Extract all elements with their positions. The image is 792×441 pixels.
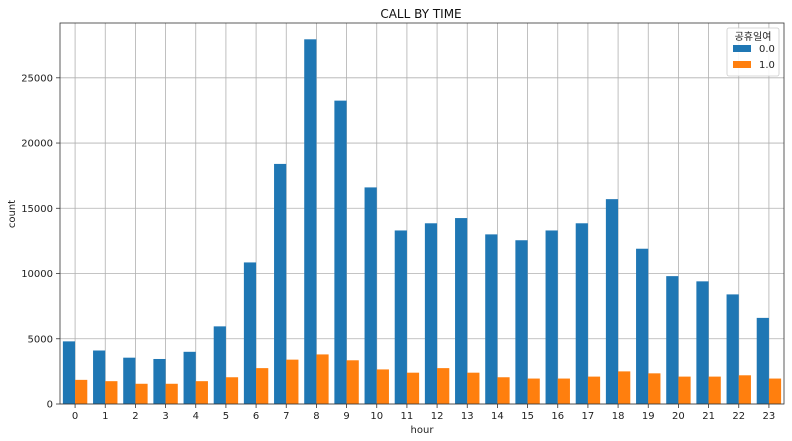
bar-series-1 bbox=[165, 383, 178, 404]
x-tick-label: 20 bbox=[672, 411, 685, 422]
bar-series-0 bbox=[726, 294, 739, 404]
x-tick-label: 5 bbox=[223, 411, 229, 422]
bar-series-1 bbox=[135, 383, 148, 404]
bar-series-1 bbox=[316, 354, 329, 404]
bar-series-0 bbox=[455, 218, 468, 404]
bar-series-1 bbox=[768, 378, 782, 404]
y-tick-label: 20000 bbox=[21, 139, 53, 150]
bar-series-1 bbox=[557, 378, 570, 404]
x-tick-label: 15 bbox=[521, 411, 534, 422]
bar-series-0 bbox=[636, 248, 649, 404]
x-tick-label: 0 bbox=[72, 411, 78, 422]
x-tick-label: 3 bbox=[162, 411, 168, 422]
bar-series-1 bbox=[376, 369, 389, 404]
x-tick-label: 11 bbox=[401, 411, 414, 422]
bar-series-0 bbox=[605, 199, 619, 404]
legend-label-0: 0.0 bbox=[759, 44, 775, 55]
x-tick-label: 17 bbox=[582, 411, 595, 422]
bar-series-1 bbox=[195, 381, 208, 404]
bar-series-1 bbox=[497, 377, 510, 404]
x-tick-label: 4 bbox=[193, 411, 199, 422]
x-tick-label: 2 bbox=[132, 411, 138, 422]
bar-series-1 bbox=[648, 373, 661, 404]
plot-area bbox=[60, 23, 784, 404]
bar-series-0 bbox=[334, 100, 347, 404]
bar-series-0 bbox=[515, 240, 528, 404]
x-tick-label: 10 bbox=[370, 411, 383, 422]
bar-series-0 bbox=[183, 351, 196, 404]
bars bbox=[62, 39, 782, 404]
bar-series-1 bbox=[105, 381, 118, 404]
bar-series-0 bbox=[243, 262, 257, 404]
bar-series-0 bbox=[274, 163, 287, 404]
x-tick-label: 12 bbox=[431, 411, 444, 422]
bar-series-1 bbox=[437, 368, 450, 404]
legend-title: 공휴일여 bbox=[735, 31, 772, 43]
plot-frame bbox=[59, 22, 785, 405]
x-tick-label: 16 bbox=[551, 411, 564, 422]
bar-series-1 bbox=[738, 375, 751, 404]
y-axis-label: count bbox=[7, 200, 18, 228]
bar-series-0 bbox=[213, 326, 226, 404]
bar-series-0 bbox=[756, 317, 769, 404]
bar-series-1 bbox=[467, 372, 480, 404]
bar-series-1 bbox=[527, 378, 540, 404]
legend-swatch-1 bbox=[733, 61, 751, 68]
y-tick-label: 0 bbox=[47, 400, 53, 411]
bar-series-0 bbox=[153, 358, 166, 404]
x-axis-label: hour bbox=[411, 425, 435, 436]
x-tick-label: 13 bbox=[461, 411, 474, 422]
x-tick-label: 22 bbox=[732, 411, 745, 422]
x-tick-label: 7 bbox=[283, 411, 289, 422]
legend-label-1: 1.0 bbox=[759, 60, 775, 71]
y-ticks: 0 5000 10000 15000 20000 25000 bbox=[21, 73, 60, 411]
x-tick-label: 6 bbox=[253, 411, 259, 422]
bar-series-1 bbox=[406, 372, 420, 404]
bar-series-0 bbox=[545, 230, 558, 404]
bar-series-0 bbox=[304, 39, 317, 404]
y-tick-label: 15000 bbox=[21, 204, 53, 215]
x-tick-label: 23 bbox=[763, 411, 776, 422]
bar-series-0 bbox=[575, 223, 588, 404]
x-tick-label: 14 bbox=[491, 411, 504, 422]
legend: 공휴일여 0.0 1.0 bbox=[726, 27, 780, 77]
bar-series-1 bbox=[256, 368, 269, 404]
bar-series-0 bbox=[424, 223, 438, 404]
y-tick-label: 25000 bbox=[21, 73, 53, 84]
bar-series-0 bbox=[485, 234, 498, 404]
x-ticks: 0 1 2 3 4 5 6 7 8 9 10 11 12 13 14 15 16 17 18 19 20 21 22 23 bbox=[72, 404, 775, 422]
bar-series-0 bbox=[123, 357, 136, 404]
bar-series-1 bbox=[587, 376, 601, 404]
x-tick-label: 1 bbox=[102, 411, 108, 422]
bar-series-1 bbox=[678, 376, 691, 404]
x-tick-label: 19 bbox=[642, 411, 655, 422]
bar-series-1 bbox=[75, 379, 88, 404]
bar-series-0 bbox=[696, 281, 709, 404]
x-tick-label: 8 bbox=[313, 411, 319, 422]
bar-series-0 bbox=[62, 341, 76, 404]
bar-series-0 bbox=[394, 230, 407, 404]
x-tick-label: 21 bbox=[702, 411, 715, 422]
bar-series-0 bbox=[666, 276, 679, 404]
chart-title: CALL BY TIME bbox=[380, 7, 461, 21]
bar-series-1 bbox=[286, 359, 299, 404]
x-tick-label: 18 bbox=[612, 411, 625, 422]
bar-series-0 bbox=[364, 187, 377, 404]
bar-series-1 bbox=[225, 377, 239, 404]
y-tick-label: 5000 bbox=[28, 334, 53, 345]
bar-series-1 bbox=[346, 360, 359, 404]
legend-swatch-0 bbox=[733, 45, 751, 52]
bar-series-1 bbox=[708, 376, 721, 404]
x-tick-label: 9 bbox=[343, 411, 349, 422]
bar-series-1 bbox=[618, 371, 631, 404]
y-tick-label: 10000 bbox=[21, 269, 53, 280]
bar-series-0 bbox=[93, 350, 106, 404]
